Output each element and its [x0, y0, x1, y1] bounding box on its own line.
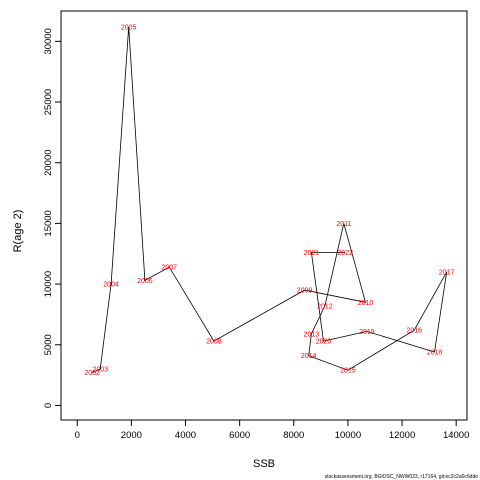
- point-label-2009: 2009: [297, 288, 313, 295]
- point-label-2017: 2017: [439, 269, 455, 276]
- point-label-2003: 2003: [92, 367, 108, 374]
- point-label-2018: 2018: [427, 350, 443, 357]
- x-tick-label: 8000: [283, 430, 304, 441]
- x-tick-label: 0: [75, 430, 80, 441]
- point-label-2007: 2007: [161, 265, 177, 272]
- x-axis-title: SSB: [253, 458, 275, 470]
- point-label-2005: 2005: [121, 24, 137, 31]
- credit-text: stockassessment.org, BGlOSC_NWW023, r171…: [325, 474, 479, 480]
- x-tick-label: 14000: [443, 430, 469, 441]
- point-label-2022: 2022: [337, 250, 353, 257]
- series-line: [91, 26, 448, 374]
- y-axis-title: R(age 2): [12, 210, 24, 253]
- point-label-2006: 2006: [137, 278, 153, 285]
- point-label-2016: 2016: [406, 328, 422, 335]
- plot-frame: [60, 10, 468, 421]
- point-label-2013: 2013: [304, 331, 320, 338]
- y-tick-label: 15000: [43, 210, 54, 236]
- y-tick-label: 5000: [43, 334, 54, 355]
- x-tick-label: 4000: [175, 430, 196, 441]
- point-label-2011: 2011: [336, 221, 351, 228]
- y-tick-label: 30000: [43, 28, 54, 54]
- y-tick-label: 25000: [43, 89, 54, 115]
- point-label-2021: 2021: [304, 250, 320, 257]
- y-tick-label: 20000: [43, 149, 54, 175]
- x-axis: 0 2000 4000 6000 8000 10000 12000 14000: [75, 419, 469, 441]
- point-label-2002: 2002: [84, 370, 100, 377]
- y-tick-label: 10000: [43, 271, 54, 297]
- point-label-2010: 2010: [358, 300, 374, 307]
- point-label-2020: 2020: [316, 339, 332, 346]
- point-label-2008: 2008: [206, 339, 222, 346]
- y-tick-label: 0: [43, 403, 54, 408]
- x-tick-label: 6000: [229, 430, 250, 441]
- point-label-2012: 2012: [317, 303, 333, 310]
- point-label-2014: 2014: [301, 353, 317, 360]
- x-tick-label: 10000: [335, 430, 361, 441]
- y-axis: 0 5000 10000 15000 20000 25000 30000: [43, 28, 62, 408]
- point-label-2015: 2015: [340, 368, 356, 375]
- x-tick-label: 2000: [121, 430, 142, 441]
- point-label-2019: 2019: [359, 329, 375, 336]
- x-tick-label: 12000: [389, 430, 415, 441]
- point-label-2004: 2004: [103, 282, 119, 289]
